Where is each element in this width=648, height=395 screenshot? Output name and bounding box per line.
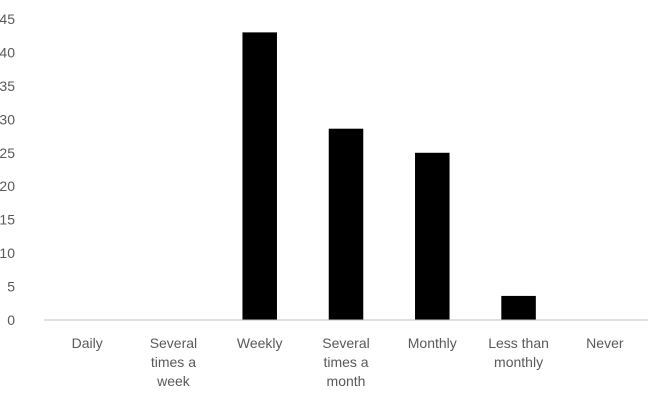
- x-tick-label-line: Daily: [72, 335, 103, 351]
- x-axis-labels: Daily Several times a week Weekly Several time…: [72, 335, 624, 389]
- y-tick-label: 10: [0, 245, 15, 261]
- x-tick-label-line: Less than: [488, 335, 549, 351]
- x-tick-label-line: Monthly: [408, 335, 457, 351]
- x-tick-label-line: Several: [322, 335, 369, 351]
- y-tick-label: 5: [7, 279, 15, 295]
- x-tick-label-line: times a: [151, 354, 196, 370]
- x-tick-label-line: monthly: [494, 354, 543, 370]
- y-tick-label: 40: [0, 44, 15, 60]
- y-tick-label: 0: [7, 312, 15, 328]
- x-tick-label-line: month: [327, 373, 366, 389]
- x-tick-label: Less than monthly: [488, 335, 549, 370]
- x-tick-label-line: Several: [150, 335, 197, 351]
- x-tick-label: Monthly: [408, 335, 457, 351]
- x-tick-label: Weekly: [237, 335, 283, 351]
- y-tick-label: 45: [0, 11, 15, 27]
- y-tick-label: 20: [0, 178, 15, 194]
- bar: [415, 152, 450, 320]
- y-tick-label: 25: [0, 145, 15, 161]
- x-tick-label: Daily: [72, 335, 103, 351]
- bar: [242, 32, 277, 320]
- y-axis-ticks: 0 5 10 15 20 25 30 35 40 45: [0, 11, 15, 328]
- bar: [501, 295, 536, 320]
- y-tick-label: 35: [0, 78, 15, 94]
- y-tick-label: 30: [0, 111, 15, 127]
- x-tick-label-line: Never: [586, 335, 624, 351]
- x-tick-label: Several times a month: [322, 335, 369, 389]
- bar: [328, 128, 364, 320]
- y-tick-label: 15: [0, 212, 15, 228]
- x-tick-label-line: times a: [323, 354, 368, 370]
- bars: [242, 32, 536, 320]
- x-tick-label: Never: [586, 335, 624, 351]
- x-tick-label: Several times a week: [150, 335, 197, 389]
- x-tick-label-line: week: [156, 373, 191, 389]
- x-tick-label-line: Weekly: [237, 335, 283, 351]
